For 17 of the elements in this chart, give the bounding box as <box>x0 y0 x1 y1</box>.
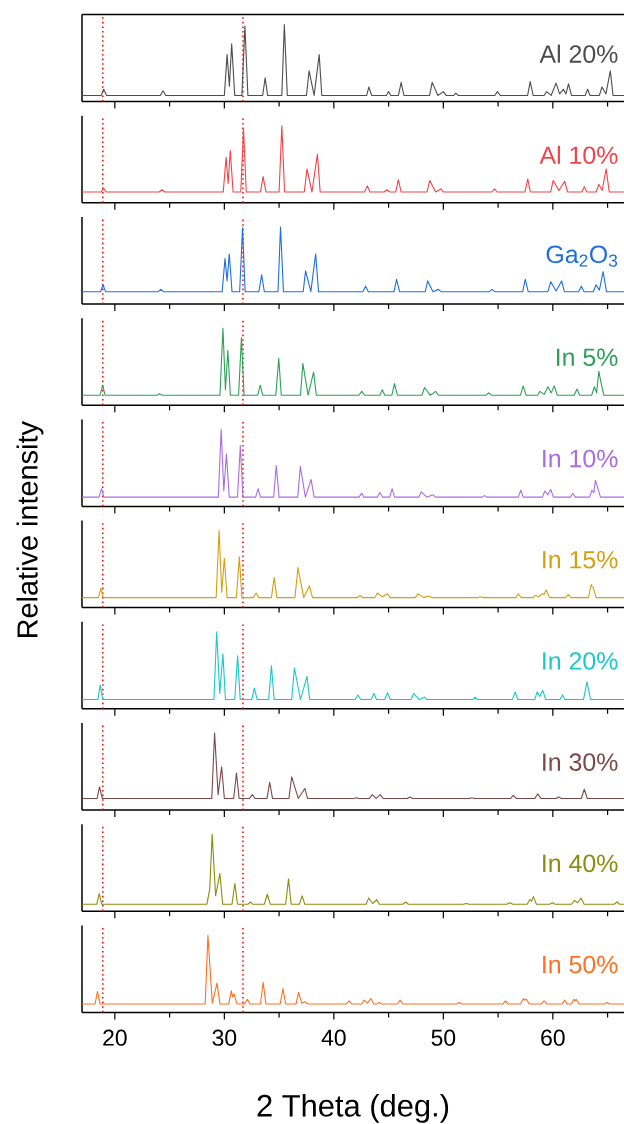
x-tick-label: 50 <box>431 1029 456 1046</box>
series-label: In 20% <box>543 652 618 670</box>
y-axis-title: Relative intensity <box>16 421 44 637</box>
x-tick-label: 40 <box>321 1029 346 1046</box>
series-label: Al 20% <box>539 44 618 63</box>
series-label: Al 10% <box>539 145 618 165</box>
series-label: Ga$_{2}$O$_{3}$ <box>546 245 618 267</box>
series-label: In 30% <box>543 753 618 771</box>
series-label: In 50% <box>543 955 618 974</box>
x-tick-label: 20 <box>103 1029 127 1046</box>
series-label: In 5% <box>557 348 618 367</box>
x-axis-title: 2 Theta (deg.) <box>257 1094 449 1123</box>
x-tick-label: 60 <box>541 1029 565 1046</box>
series-label: In 15% <box>543 550 618 569</box>
x-tick-label: 30 <box>212 1029 237 1046</box>
series-label: In 10% <box>543 449 618 468</box>
series-label: In 40% <box>543 854 618 873</box>
